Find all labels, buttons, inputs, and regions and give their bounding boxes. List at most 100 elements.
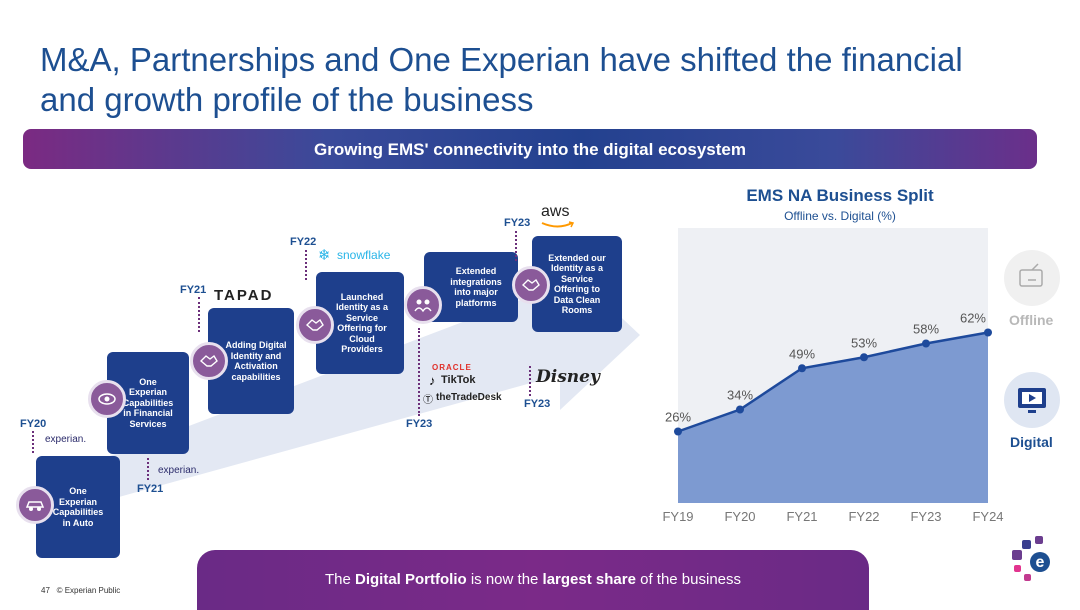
step-3-line: Adding Digital: [225, 340, 287, 350]
step-6b-connector: [529, 366, 531, 396]
step-4-line: Providers: [341, 344, 383, 354]
step-2-line: in Financial: [123, 408, 173, 419]
handshake-icon: [190, 342, 228, 380]
step-1-line: in Auto: [62, 517, 94, 528]
step-6b-year: FY23: [524, 398, 551, 410]
digital-label: Digital: [1010, 434, 1053, 450]
step-1-logo: experian.: [45, 434, 87, 445]
step-4-line: Cloud: [349, 333, 375, 344]
step-3-line: Identity and: [230, 350, 282, 361]
offline-icon-circle: [1004, 250, 1060, 306]
digital-series-line: [677, 331, 989, 433]
step-6-line: Extended our: [548, 252, 606, 263]
step-3-logo: TAPAD: [214, 287, 274, 304]
step-5-line: Extended: [455, 266, 497, 276]
page-number: 47: [41, 586, 50, 595]
step-2-line: One: [139, 376, 157, 387]
step-4-line: Service: [345, 312, 379, 323]
handshake-icon: [512, 266, 550, 304]
step-1-connector: [32, 431, 34, 453]
step-5-line: integrations: [450, 276, 502, 287]
page-title: M&A, Partnerships and One Experian have …: [40, 41, 963, 118]
data-point: [922, 339, 930, 348]
digital-icon-circle: [1004, 372, 1060, 428]
oracle-logo: ORACLE: [432, 363, 472, 372]
x-tick-label: FY24: [972, 509, 1003, 524]
step-2-year: FY21: [137, 483, 164, 495]
footer-callout: The Digital Portfolio is now the largest…: [197, 550, 869, 610]
svg-text:e: e: [1036, 554, 1045, 571]
step-4-year: FY22: [290, 236, 317, 248]
handshake-icon: [296, 306, 334, 344]
x-tick-label: FY23: [910, 509, 941, 524]
data-label: 26%: [665, 410, 691, 425]
step-6-logo: aws: [541, 203, 570, 220]
data-label: 58%: [913, 322, 939, 337]
digital-area: [678, 332, 988, 503]
chart-plot: 26% FY19 34% FY20 49% FY21 53% FY22 58% FY23 62% FY…: [662, 228, 1004, 524]
step-1-line: Capabilities: [52, 507, 104, 517]
data-label: 62%: [960, 311, 986, 326]
tradedesk-icon: Ⓣ: [423, 395, 433, 406]
step-5-year: FY23: [406, 418, 433, 430]
footer-text-post: of the business: [635, 571, 742, 588]
x-tick-label: FY22: [848, 509, 879, 524]
section-banner: Growing EMS' connectivity into the digit…: [23, 129, 1037, 169]
step-3-connector: [198, 297, 200, 332]
x-tick-label: FY20: [724, 509, 755, 524]
step-4-line: Offering for: [337, 323, 387, 333]
step-3-line: Activation: [234, 361, 278, 371]
step-3-line: capabilities: [231, 371, 281, 382]
step-2-line: Services: [129, 418, 167, 429]
footer-text-bold-2: largest share: [542, 571, 636, 588]
data-label: 34%: [727, 388, 753, 403]
step-1-year: FY20: [20, 418, 47, 430]
step-4-line: Identity as a: [335, 302, 389, 312]
tiktok-icon: ♪: [429, 373, 436, 388]
step-3-year: FY21: [180, 284, 207, 296]
people-network-icon: [404, 286, 442, 324]
disney-logo: Disney: [536, 367, 600, 387]
step-2-logo: experian.: [158, 465, 200, 476]
step-2-line: Experian: [128, 387, 167, 398]
step-6-year: FY23: [504, 217, 531, 229]
step-4-logo: snowflake: [337, 248, 391, 262]
car-icon: [16, 486, 54, 524]
step-5-connector: [418, 328, 420, 416]
aws-smile-icon: [541, 221, 575, 228]
step-2-connector: [147, 458, 149, 480]
step-5-line: into major: [454, 287, 498, 297]
tiktok-logo: TikTok: [441, 374, 476, 386]
data-label: 53%: [851, 335, 877, 350]
x-tick-label: FY19: [662, 509, 693, 524]
eye-icon: [88, 380, 126, 418]
chart-title: EMS NA Business Split: [746, 186, 934, 205]
chart-subtitle: Offline vs. Digital (%): [784, 209, 896, 223]
copyright: © Experian Public: [56, 586, 121, 595]
data-label: 49%: [789, 346, 815, 361]
step-4-connector: [305, 250, 307, 280]
tradedesk-logo: theTradeDesk: [436, 392, 502, 403]
footer-text-mid: is now the: [466, 571, 543, 588]
step-6-connector: [515, 231, 517, 261]
step-5-line: platforms: [455, 297, 497, 308]
offline-label: Offline: [1009, 312, 1054, 328]
data-point: [860, 353, 868, 362]
footer-meta: 47 © Experian Public: [41, 586, 120, 595]
step-2-line: Capabilities: [122, 397, 174, 408]
x-tick-label: FY21: [786, 509, 817, 524]
data-point: [674, 427, 682, 436]
footer-text-pre: The: [324, 571, 355, 588]
snowflake-icon: ❄: [318, 247, 331, 264]
data-point: [736, 405, 744, 414]
step-1-box: One Experian Capabilities in Auto: [36, 456, 120, 558]
step-6-line: Data Clean: [553, 294, 601, 305]
footer-text-bold-1: Digital Portfolio: [355, 571, 467, 588]
data-point: [984, 328, 992, 337]
step-6-line: Identity as a: [550, 263, 603, 273]
data-point: [798, 364, 806, 373]
step-6-line: Rooms: [561, 305, 593, 315]
step-1-line: Experian: [58, 496, 97, 507]
step-6-line: Service: [560, 273, 593, 284]
step-4-line: Launched: [340, 291, 384, 302]
